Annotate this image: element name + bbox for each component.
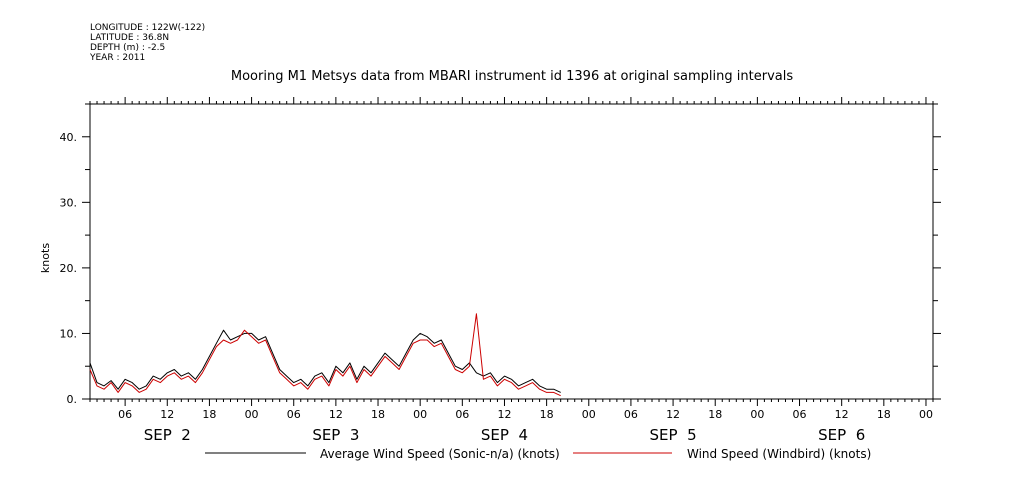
x-tick-label: 00 — [919, 408, 933, 421]
y-tick-label: 0. — [67, 393, 78, 406]
x-tick-label: 18 — [540, 408, 554, 421]
legend-label-average-wind-speed: Average Wind Speed (Sonic-n/a) (knots) — [320, 447, 560, 461]
x-tick-label: 12 — [160, 408, 174, 421]
x-tick-label: 06 — [455, 408, 469, 421]
x-tick-label: 06 — [118, 408, 132, 421]
x-tick-label: 00 — [750, 408, 764, 421]
x-tick-label: 12 — [835, 408, 849, 421]
y-axis-label: knots — [39, 243, 52, 273]
series-layer — [89, 313, 561, 397]
y-tick-label: 40. — [60, 131, 78, 144]
x-tick-label: 18 — [202, 408, 216, 421]
axis-ticks — [82, 97, 941, 406]
x-day-label: SEP 2 — [144, 426, 191, 444]
x-tick-label: 00 — [413, 408, 427, 421]
mooring-metadata: LONGITUDE : 122W(-122) LATITUDE : 36.8N … — [89, 23, 205, 63]
x-tick-label: 06 — [624, 408, 638, 421]
meta-latitude: LATITUDE : 36.8N — [90, 33, 169, 43]
x-tick-label: 12 — [666, 408, 680, 421]
x-tick-label: 00 — [245, 408, 259, 421]
x-day-label: SEP 6 — [818, 426, 865, 444]
x-tick-label: 18 — [708, 408, 722, 421]
chart-title: Mooring M1 Metsys data from MBARI instru… — [231, 69, 793, 84]
axis-tick-labels: 0. 10. 20. 30. 40. 06 12 18 00 06 12 18 00 06 12 18 00 06… — [60, 131, 933, 444]
x-tick-label: 12 — [497, 408, 511, 421]
legend-label-windbird-wind-speed: Wind Speed (Windbird) (knots) — [687, 447, 871, 461]
meta-year: YEAR : 2011 — [89, 53, 145, 63]
x-tick-label: 06 — [793, 408, 807, 421]
x-day-label: SEP 4 — [481, 426, 528, 444]
y-tick-label: 20. — [60, 262, 78, 275]
x-tick-label: 18 — [877, 408, 891, 421]
x-day-label: SEP 5 — [650, 426, 697, 444]
y-tick-label: 10. — [60, 327, 78, 340]
meta-longitude: LONGITUDE : 122W(-122) — [90, 23, 205, 33]
x-tick-label: 12 — [329, 408, 343, 421]
x-day-label: SEP 3 — [312, 426, 359, 444]
x-tick-label: 06 — [287, 408, 301, 421]
y-tick-label: 30. — [60, 196, 78, 209]
meta-depth: DEPTH (m) : -2.5 — [90, 43, 165, 53]
series-line-average-wind-speed — [89, 329, 561, 393]
plot-frame — [89, 103, 934, 400]
legend: Average Wind Speed (Sonic-n/a) (knots) W… — [205, 447, 871, 461]
x-tick-label: 00 — [582, 408, 596, 421]
x-tick-label: 18 — [371, 408, 385, 421]
series-line-windbird-wind-speed — [89, 313, 561, 397]
